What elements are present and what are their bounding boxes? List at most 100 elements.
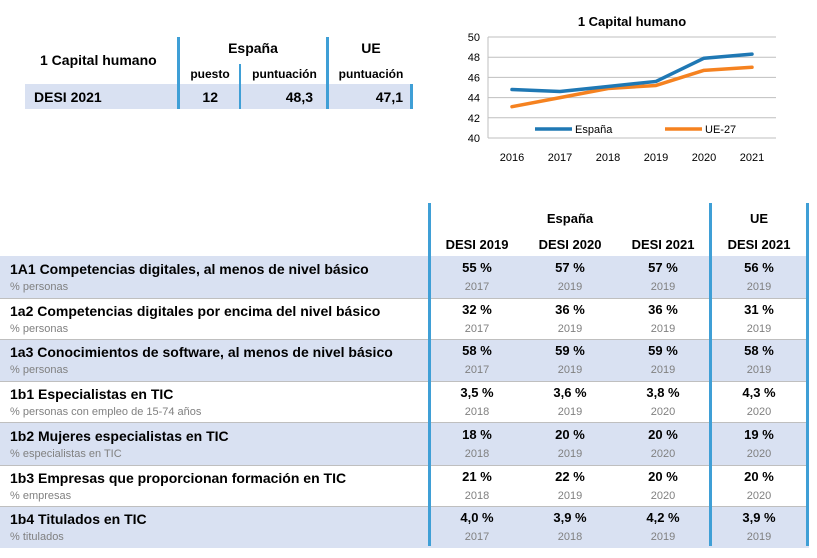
indicator-year: 2017 xyxy=(464,281,490,293)
indicator-value: 32 % xyxy=(462,302,492,317)
indicator-year: 2019 xyxy=(650,281,676,293)
indicator-year: 2018 xyxy=(464,448,490,460)
row-shade xyxy=(0,423,809,465)
row-shade xyxy=(0,256,809,298)
indicator-value: 59 % xyxy=(648,343,678,358)
summary-col-score: puntuación xyxy=(252,67,317,81)
indicator-year: 2017 xyxy=(464,364,490,376)
indicator-year: 2019 xyxy=(746,364,772,376)
y-tick-label: 44 xyxy=(468,93,480,105)
indicator-unit: % personas xyxy=(10,281,69,293)
x-tick-label: 2021 xyxy=(740,152,764,164)
summary-eu-header: UE xyxy=(361,40,381,56)
legend-label: España xyxy=(575,124,613,136)
summary-eu-score: 47,1 xyxy=(375,89,403,105)
indicator-year: 2017 xyxy=(464,323,490,335)
indicator-year: 2020 xyxy=(746,448,772,460)
indicator-value: 57 % xyxy=(648,260,678,275)
indicator-year: 2019 xyxy=(746,531,772,543)
table-spain-header: España xyxy=(546,211,594,226)
indicator-title: 1b2 Mujeres especialistas en TIC xyxy=(10,428,229,444)
row-separator xyxy=(0,381,809,382)
indicator-value: 20 % xyxy=(648,469,678,484)
indicator-year: 2019 xyxy=(650,531,676,543)
indicator-title: 1a2 Competencias digitales por encima de… xyxy=(10,303,381,319)
indicator-title: 1b4 Titulados en TIC xyxy=(10,511,147,527)
indicator-value: 58 % xyxy=(744,343,774,358)
y-tick-label: 48 xyxy=(468,52,480,64)
indicator-unit: % personas xyxy=(10,364,69,376)
indicator-title: 1b3 Empresas que proporcionan formación … xyxy=(10,470,347,486)
indicator-value: 20 % xyxy=(744,469,774,484)
indicator-value: 3,6 % xyxy=(553,385,587,400)
x-tick-label: 2020 xyxy=(692,152,716,164)
row-separator xyxy=(0,465,809,466)
summary-divider xyxy=(239,64,241,109)
indicator-unit: % personas xyxy=(10,323,69,335)
indicator-year: 2020 xyxy=(746,406,772,418)
chart-title: 1 Capital humano xyxy=(577,14,687,29)
indicator-value: 57 % xyxy=(555,260,585,275)
column-header: DESI 2019 xyxy=(445,237,509,252)
indicator-title: 1a3 Conocimientos de software, al menos … xyxy=(10,344,393,360)
indicator-year: 2020 xyxy=(650,406,676,418)
summary-divider xyxy=(326,37,329,109)
indicator-unit: % titulados xyxy=(10,531,64,543)
indicator-value: 4,0 % xyxy=(460,510,494,525)
row-separator xyxy=(0,506,809,507)
row-shade xyxy=(0,506,809,548)
x-tick-label: 2017 xyxy=(548,152,572,164)
row-shade xyxy=(0,339,809,381)
indicator-year: 2019 xyxy=(557,364,583,376)
indicator-year: 2018 xyxy=(557,531,583,543)
indicator-year: 2019 xyxy=(557,323,583,335)
summary-divider xyxy=(177,37,180,109)
indicator-unit: % personas con empleo de 15-74 años xyxy=(10,406,202,418)
indicator-value: 19 % xyxy=(744,427,774,442)
y-tick-label: 42 xyxy=(468,113,480,125)
table-divider xyxy=(428,203,431,546)
indicator-value: 3,8 % xyxy=(646,385,680,400)
indicator-value: 4,3 % xyxy=(742,385,776,400)
indicator-year: 2019 xyxy=(650,323,676,335)
indicator-year: 2019 xyxy=(557,406,583,418)
indicator-value: 20 % xyxy=(648,427,678,442)
indicator-value: 31 % xyxy=(744,302,774,317)
summary-row-shade xyxy=(25,84,413,109)
indicator-value: 3,9 % xyxy=(553,510,587,525)
series-line-eu27 xyxy=(510,65,754,109)
indicator-year: 2018 xyxy=(464,406,490,418)
row-separator xyxy=(0,422,809,423)
x-tick-label: 2019 xyxy=(644,152,668,164)
indicator-year: 2020 xyxy=(650,490,676,502)
table-eu-header: UE xyxy=(749,211,769,226)
table-divider xyxy=(709,203,712,546)
column-header: DESI 2021 xyxy=(727,237,791,252)
row-separator xyxy=(0,298,809,299)
summary-row-label: DESI 2021 xyxy=(34,89,102,105)
indicator-unit: % especialistas en TIC xyxy=(10,448,122,460)
indicator-year: 2017 xyxy=(464,531,490,543)
summary-score: 48,3 xyxy=(285,89,313,105)
indicator-year: 2018 xyxy=(464,490,490,502)
indicator-year: 2019 xyxy=(746,323,772,335)
indicator-value: 3,5 % xyxy=(460,385,494,400)
legend-label: UE-27 xyxy=(705,124,736,136)
indicator-year: 2019 xyxy=(557,281,583,293)
summary-rank: 12 xyxy=(202,89,218,105)
indicator-value: 56 % xyxy=(744,260,774,275)
indicator-value: 22 % xyxy=(555,469,585,484)
indicator-value: 3,9 % xyxy=(742,510,776,525)
summary-divider xyxy=(410,84,413,109)
indicator-value: 20 % xyxy=(555,427,585,442)
column-header: DESI 2021 xyxy=(631,237,695,252)
indicator-value: 36 % xyxy=(648,302,678,317)
y-tick-label: 50 xyxy=(468,32,480,44)
summary-title: 1 Capital humano xyxy=(40,52,157,68)
indicator-year: 2019 xyxy=(746,281,772,293)
indicator-title: 1A1 Competencias digitales, al menos de … xyxy=(10,261,369,277)
indicator-value: 58 % xyxy=(462,343,492,358)
line-chart: 40 42 44 46 48 50 2016 2017 2018 2019 2020 2021 Espa… xyxy=(468,32,776,164)
x-tick-label: 2018 xyxy=(596,152,620,164)
indicator-value: 18 % xyxy=(462,427,492,442)
